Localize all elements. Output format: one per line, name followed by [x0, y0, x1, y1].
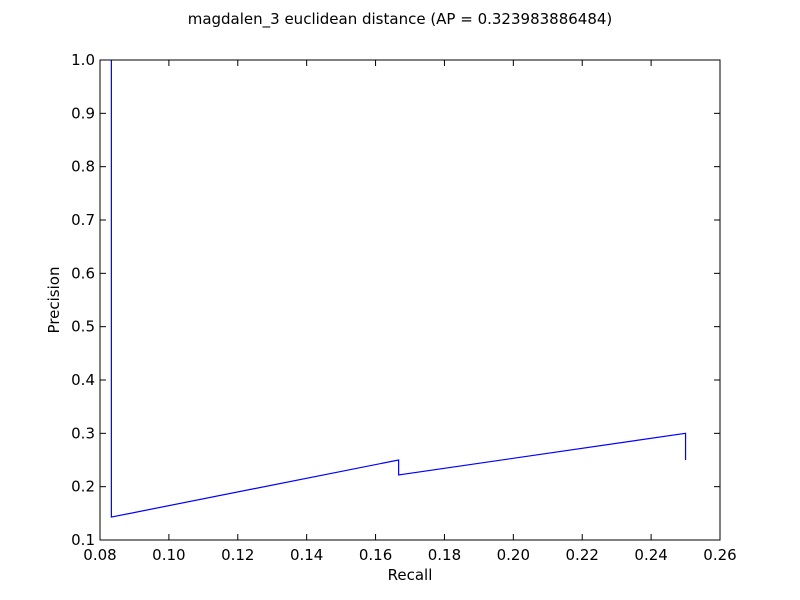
y-axis-ticks: 0.1 0.2 0.3 0.4 0.5 0.6 0.7 0.8 0.9 1.0 — [71, 51, 720, 549]
y-axis-label: Precision — [45, 267, 63, 334]
x-tick-label: 0.12 — [221, 546, 254, 564]
x-tick-label: 0.22 — [566, 546, 599, 564]
chart-title: magdalen_3 euclidean distance (AP = 0.32… — [188, 10, 613, 29]
x-axis-label: Recall — [388, 566, 433, 584]
y-tick-label: 0.6 — [71, 264, 95, 282]
x-tick-label: 0.20 — [497, 546, 530, 564]
x-tick-label: 0.18 — [428, 546, 461, 564]
x-tick-label: 0.26 — [703, 546, 736, 564]
y-tick-label: 0.1 — [71, 531, 95, 549]
y-tick-label: 1.0 — [71, 51, 95, 69]
x-tick-label: 0.14 — [290, 546, 323, 564]
y-tick-label: 0.3 — [71, 424, 95, 442]
y-tick-label: 0.9 — [71, 104, 95, 122]
y-tick-label: 0.4 — [71, 371, 95, 389]
y-tick-label: 0.5 — [71, 318, 95, 336]
x-axis-ticks: 0.08 0.10 0.12 0.14 0.16 0.18 0.20 0.22 0.24 0.26 — [83, 60, 737, 564]
y-tick-label: 0.7 — [71, 211, 95, 229]
x-tick-label: 0.24 — [634, 546, 667, 564]
y-tick-label: 0.8 — [71, 158, 95, 176]
x-tick-label: 0.16 — [359, 546, 392, 564]
y-tick-label: 0.2 — [71, 478, 95, 496]
x-tick-label: 0.10 — [152, 546, 185, 564]
x-tick-label: 0.08 — [83, 546, 116, 564]
plot-lines — [110, 60, 687, 518]
plot-frame — [99, 59, 721, 541]
precision-recall-line — [110, 60, 687, 518]
